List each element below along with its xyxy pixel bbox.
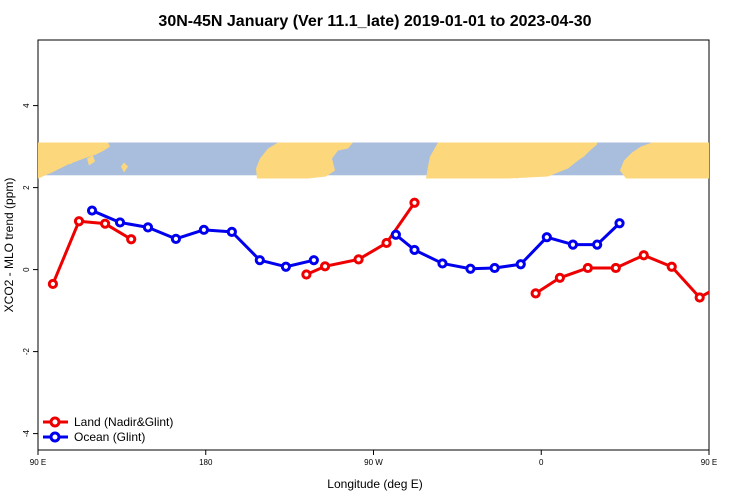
ocean-data-point xyxy=(465,263,476,274)
x-tick-label: 180 xyxy=(199,458,213,467)
land-data-point xyxy=(530,288,541,299)
land-data-point xyxy=(638,250,649,261)
legend-land-label: Land (Nadir&Glint) xyxy=(74,415,173,429)
x-tick-label: 90 W xyxy=(364,458,383,467)
land-data-point xyxy=(720,280,727,287)
ocean-data-point xyxy=(567,239,579,250)
land-data-point xyxy=(353,254,364,265)
map-landmass xyxy=(121,162,128,173)
land-data-point xyxy=(100,218,111,229)
map-landmass xyxy=(87,155,95,166)
ocean-data-point xyxy=(409,244,420,256)
land-series-line xyxy=(746,221,750,239)
y-tick-label: 2 xyxy=(22,185,31,190)
ocean-data-point xyxy=(254,255,265,266)
ocean-data-point xyxy=(614,218,625,229)
land-data-point xyxy=(582,262,593,274)
land-data-point xyxy=(554,272,565,283)
land-data-point xyxy=(47,278,59,290)
ocean-data-point xyxy=(86,205,98,216)
ocean-data-point xyxy=(198,224,209,235)
ocean-data-point xyxy=(437,258,448,269)
land-data-point xyxy=(666,261,677,272)
map-landmass xyxy=(620,142,709,179)
land-data-point xyxy=(301,269,312,280)
x-axis-label: Longitude (deg E) xyxy=(327,477,422,491)
map-ocean-background xyxy=(38,142,709,176)
plot-frame xyxy=(37,39,710,451)
land-data-point xyxy=(409,197,420,208)
map-landmass xyxy=(426,142,597,179)
legend-ocean-marker xyxy=(49,431,61,443)
land-data-point xyxy=(126,234,137,245)
legend-ocean-label: Ocean (Glint) xyxy=(74,430,145,444)
ocean-data-point xyxy=(489,262,500,274)
y-tick-label: 4 xyxy=(22,103,31,108)
land-data-point xyxy=(381,237,392,249)
ocean-data-point xyxy=(592,239,603,250)
map-landmass xyxy=(508,172,518,179)
x-tick-label: 90 E xyxy=(701,458,717,467)
land-data-point xyxy=(743,217,750,224)
ocean-series-line xyxy=(394,222,621,271)
map-landmass xyxy=(256,142,353,179)
chart-title: 30N-45N January (Ver 11.1_late) 2019-01-… xyxy=(158,13,591,30)
legend-land-marker xyxy=(49,416,61,428)
x-tick-label: 90 E xyxy=(30,458,46,467)
land-data-point xyxy=(319,261,331,272)
y-axis-label: XCO2 - MLO trend (ppm) xyxy=(2,178,16,313)
legend: Land (Nadir&Glint) Ocean (Glint) xyxy=(43,415,173,444)
y-tick-label: -4 xyxy=(22,429,31,437)
y-tick-label: 0 xyxy=(22,267,31,272)
ocean-data-point xyxy=(226,226,237,237)
ocean-data-point xyxy=(114,217,126,228)
world-map-band xyxy=(38,142,709,179)
ocean-data-point xyxy=(280,261,291,272)
ocean-data-point xyxy=(390,229,401,240)
map-landmass xyxy=(642,156,654,165)
land-data-point xyxy=(610,262,621,274)
ocean-data-point xyxy=(142,222,154,233)
ocean-data-point xyxy=(170,233,182,244)
ocean-data-point xyxy=(308,255,319,266)
ocean-data-point xyxy=(515,259,526,270)
land-data-point xyxy=(73,216,85,227)
map-landmass xyxy=(66,154,76,165)
x-tick-label: 0 xyxy=(539,458,544,467)
y-tick-label: -2 xyxy=(22,347,31,355)
land-series-line xyxy=(51,219,132,285)
ocean-data-point xyxy=(541,232,552,243)
land-data-point xyxy=(694,292,705,303)
